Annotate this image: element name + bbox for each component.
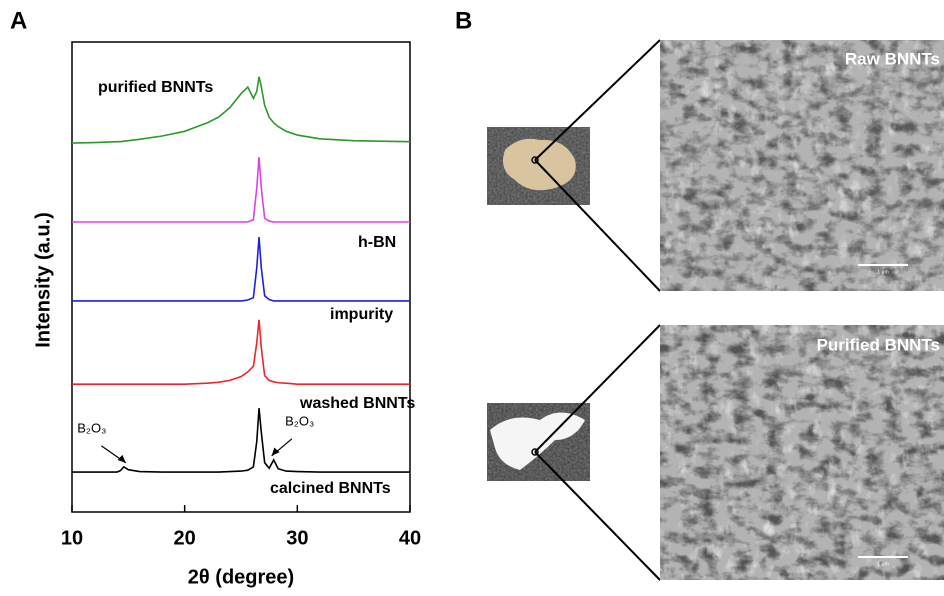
annotation: B₂O₃ xyxy=(77,420,106,435)
panel-label: B xyxy=(455,7,472,34)
plot: 10 20 30 40 calcined BNNTs washed BNNTs impuri… xyxy=(61,76,421,549)
xrd-trace xyxy=(72,236,410,302)
x-tick-label: 40 xyxy=(399,527,421,549)
scale-label: 1 μm xyxy=(877,561,888,567)
xrd-trace xyxy=(71,76,411,144)
image-label: Raw BNNTs xyxy=(845,49,940,68)
series-label: purified BNNTs xyxy=(98,79,213,96)
xrd-trace xyxy=(72,408,410,473)
xrd-trace xyxy=(72,157,410,223)
zoom-point xyxy=(531,448,539,456)
x-tick-label: 10 xyxy=(61,527,83,549)
image-label: Purified BNNTs xyxy=(817,335,940,354)
sem-fibers xyxy=(660,40,944,291)
panel-label: A xyxy=(10,7,27,34)
sem-panel: Raw BNNTs Purified BNNTs 1 μm 1 μm xyxy=(487,39,944,581)
series-label: h-BN xyxy=(358,234,396,251)
series-label: calcined BNNTs xyxy=(270,480,391,497)
arrow-head xyxy=(271,447,280,456)
xrd-trace xyxy=(72,319,410,385)
series-label: washed BNNTs xyxy=(299,395,415,412)
series-label: impurity xyxy=(330,306,393,323)
y-axis-label: Intensity (a.u.) xyxy=(32,212,54,348)
x-axis-label: 2θ (degree) xyxy=(188,566,294,588)
plot-frame xyxy=(71,41,411,513)
arrow-head xyxy=(117,454,126,463)
annotation: B₂O₃ xyxy=(285,413,314,428)
x-tick-label: 20 xyxy=(174,527,196,549)
scale-label: 1 μm xyxy=(877,269,888,275)
x-tick-label: 30 xyxy=(286,527,308,549)
sem-fibers xyxy=(660,325,944,580)
zoom-point xyxy=(531,156,539,164)
zoom-line xyxy=(534,39,661,581)
sample xyxy=(490,412,585,470)
